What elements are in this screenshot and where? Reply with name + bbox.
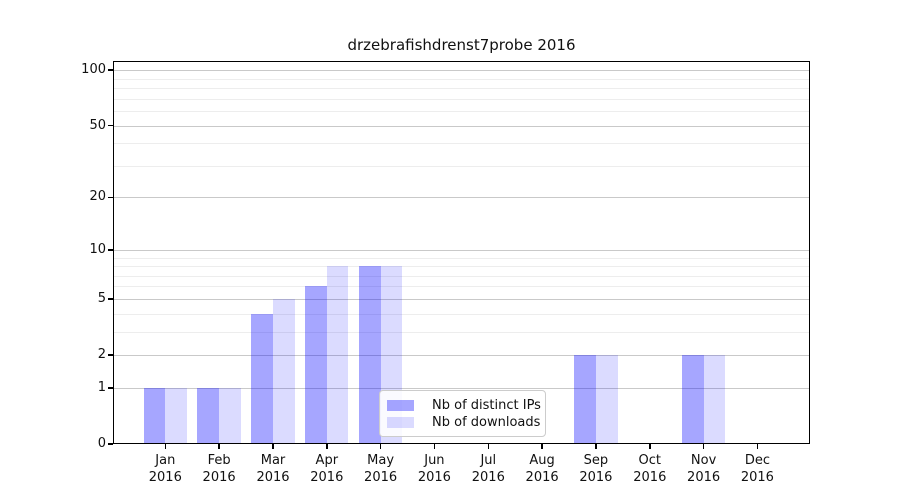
bar-nb-of-downloads-mar <box>273 298 295 444</box>
x-tick-jan <box>164 444 167 449</box>
bar-nb-of-distinct-ips-sep <box>574 355 596 444</box>
bar-nb-of-distinct-ips-feb <box>197 387 220 444</box>
bar-nb-of-downloads-nov <box>703 355 726 444</box>
bar-nb-of-downloads-feb <box>219 387 241 444</box>
x-tick-label-nov: Nov 2016 <box>687 453 721 485</box>
bar-nb-of-distinct-ips-mar <box>251 313 273 444</box>
x-tick-may <box>379 444 382 449</box>
gridline-minor-8 <box>113 266 810 267</box>
gridline-minor-70 <box>113 98 810 100</box>
y-tick-20 <box>108 196 113 199</box>
x-tick-label-may: May 2016 <box>364 453 398 485</box>
gridline-major-20 <box>113 197 810 199</box>
x-tick-label-dec: Dec 2016 <box>740 453 774 485</box>
gridline-major-100 <box>113 70 810 72</box>
y-tick-label-1: 1 <box>97 379 106 395</box>
y-tick-5 <box>108 298 113 300</box>
gridline-minor-90 <box>113 78 810 80</box>
y-tick-100 <box>108 69 113 71</box>
x-tick-label-aug: Aug 2016 <box>525 453 559 485</box>
bar-nb-of-downloads-sep <box>595 355 618 444</box>
x-tick-nov <box>702 444 705 449</box>
legend-swatch-nb-of-distinct-ips <box>387 400 414 411</box>
gridline-minor-7 <box>113 275 810 277</box>
x-tick-label-sep: Sep 2016 <box>579 453 613 485</box>
y-tick-label-0: 0 <box>97 436 106 451</box>
gridline-major-2 <box>113 355 810 356</box>
y-tick-label-50: 50 <box>89 117 106 133</box>
y-tick-label-100: 100 <box>81 62 106 78</box>
bar-nb-of-downloads-apr <box>326 266 349 444</box>
legend-label-nb-of-downloads: Nb of downloads <box>432 415 541 430</box>
x-tick-label-jan: Jan 2016 <box>148 453 182 485</box>
y-tick-50 <box>108 124 113 127</box>
bar-nb-of-distinct-ips-apr <box>305 286 327 444</box>
y-tick-1 <box>108 387 113 389</box>
y-tick-label-10: 10 <box>89 241 106 257</box>
x-tick-label-feb: Feb 2016 <box>202 453 236 485</box>
x-tick-jul <box>487 444 489 449</box>
y-tick-label-2: 2 <box>97 347 106 362</box>
y-tick-label-20: 20 <box>89 189 106 205</box>
x-tick-label-apr: Apr 2016 <box>310 453 344 485</box>
gridline-minor-9 <box>113 257 810 259</box>
x-tick-apr <box>326 444 328 449</box>
gridline-major-5 <box>113 298 810 300</box>
bar-nb-of-downloads-jan <box>165 387 187 444</box>
x-tick-label-mar: Mar 2016 <box>256 453 290 485</box>
gridline-minor-4 <box>113 313 810 315</box>
x-tick-sep <box>595 444 597 449</box>
bar-nb-of-distinct-ips-may <box>358 266 381 444</box>
gridline-minor-60 <box>113 110 810 112</box>
x-tick-mar <box>272 444 274 449</box>
x-tick-dec <box>756 444 759 449</box>
legend: Nb of distinct IPs Nb of downloads <box>379 390 546 437</box>
x-tick-label-oct: Oct 2016 <box>633 453 667 485</box>
gridline-minor-3 <box>113 331 810 333</box>
legend-swatch-nb-of-downloads <box>387 417 414 428</box>
x-tick-label-jun: Jun 2016 <box>417 453 451 485</box>
gridline-major-50 <box>113 125 810 127</box>
legend-item-nb-of-downloads: Nb of downloads <box>387 414 541 431</box>
x-tick-jun <box>433 444 436 449</box>
x-tick-label-jul: Jul 2016 <box>471 453 505 485</box>
legend-label-nb-of-distinct-ips: Nb of distinct IPs <box>432 398 541 413</box>
gridline-major-10 <box>113 249 810 251</box>
bar-nb-of-distinct-ips-nov <box>681 355 704 444</box>
gridline-minor-40 <box>113 143 810 145</box>
legend-item-nb-of-distinct-ips: Nb of distinct IPs <box>387 397 541 414</box>
y-tick-2 <box>108 354 113 356</box>
gridline-minor-30 <box>113 165 810 167</box>
chart-title: drzebrafishdrenst7probe 2016 <box>347 36 576 54</box>
x-tick-oct <box>649 444 651 449</box>
y-tick-0 <box>108 443 113 445</box>
gridline-minor-80 <box>113 88 810 89</box>
y-tick-label-5: 5 <box>97 290 106 306</box>
bar-nb-of-distinct-ips-jan <box>143 387 166 444</box>
x-tick-aug <box>541 444 543 449</box>
gridline-minor-6 <box>113 286 810 288</box>
gridline-major-1 <box>113 387 810 389</box>
x-tick-feb <box>218 444 220 449</box>
y-tick-10 <box>108 249 113 251</box>
